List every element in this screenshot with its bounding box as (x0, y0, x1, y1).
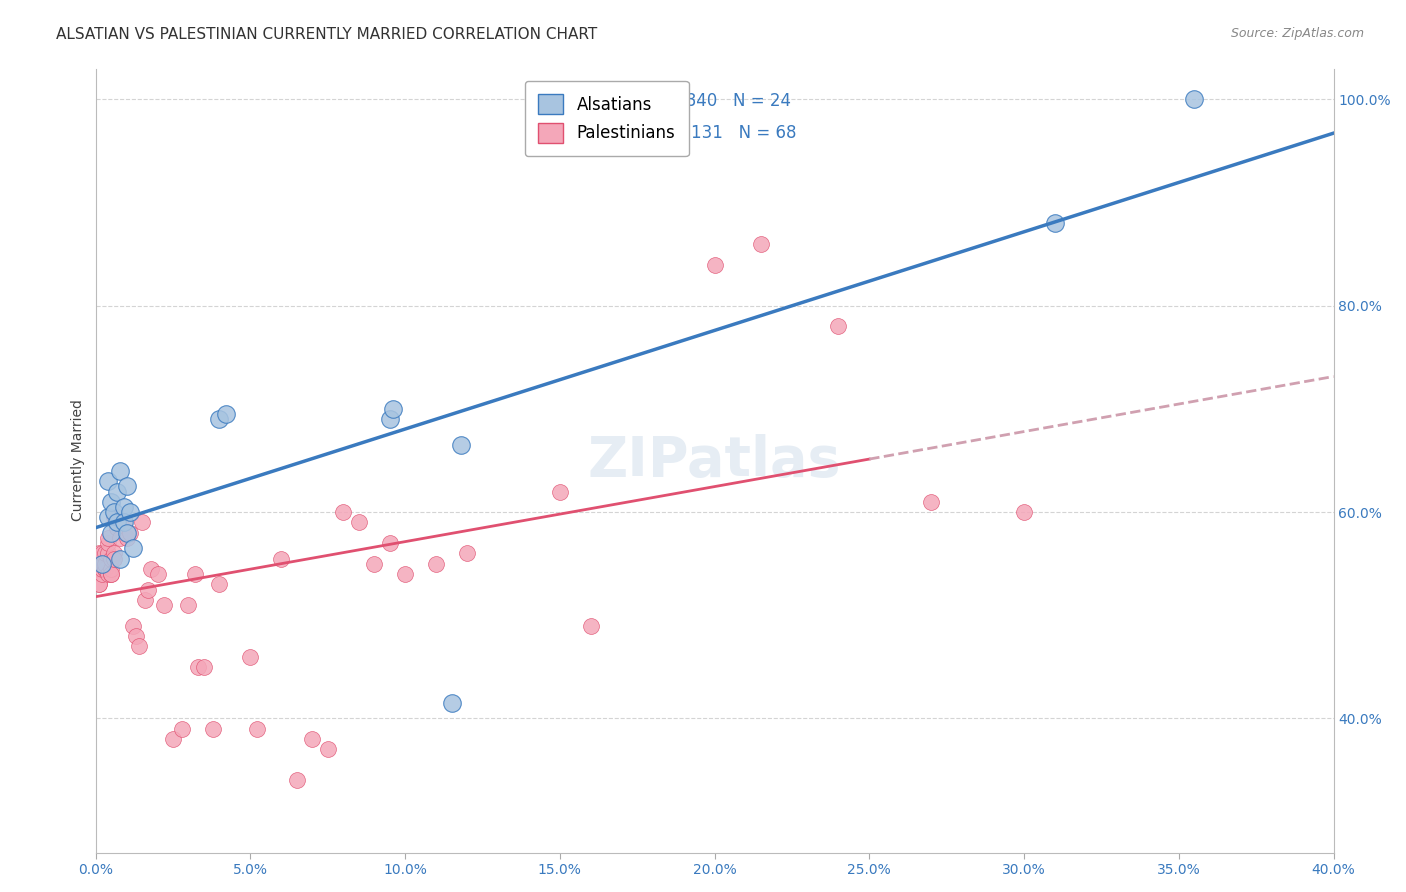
Point (456, 546, 478, 560)
Point (97, 474, 120, 488)
Point (118, 505, 141, 519)
Point (425, 557, 447, 571)
Point (90, 557, 112, 571)
Point (146, 567, 169, 582)
Point (110, 551, 132, 566)
Text: ALSATIAN VS PALESTINIAN CURRENTLY MARRIED CORRELATION CHART: ALSATIAN VS PALESTINIAN CURRENTLY MARRIE… (56, 27, 598, 42)
Point (87, 551, 110, 566)
Point (440, 696, 463, 710)
Point (94, 562, 117, 576)
Point (115, 479, 138, 493)
Point (105, 520, 128, 534)
Point (1043, 216, 1066, 230)
Text: ZIPatlas: ZIPatlas (588, 434, 841, 488)
Point (193, 660, 215, 674)
Point (103, 551, 125, 566)
Point (121, 618, 143, 632)
Point (363, 557, 385, 571)
Point (378, 412, 401, 426)
Point (579, 618, 602, 632)
Point (87, 546, 110, 560)
Point (97, 567, 120, 582)
Point (103, 505, 125, 519)
Point (97, 531, 120, 545)
Point (920, 495, 942, 509)
Point (94, 546, 117, 560)
Point (208, 577, 231, 591)
Text: R =  0.131   N = 68: R = 0.131 N = 68 (634, 124, 797, 142)
Point (100, 567, 122, 582)
Point (177, 598, 200, 612)
Point (97, 536, 120, 550)
Point (381, 401, 404, 416)
Point (136, 582, 159, 597)
Point (87, 577, 110, 591)
Point (110, 531, 132, 545)
Point (141, 562, 163, 576)
Point (548, 484, 571, 499)
Point (450, 438, 472, 452)
Point (347, 516, 370, 530)
Text: Source: ZipAtlas.com: Source: ZipAtlas.com (1230, 27, 1364, 40)
Point (270, 551, 292, 566)
Point (332, 505, 354, 519)
Point (112, 516, 135, 530)
Point (187, 660, 209, 674)
Point (202, 722, 225, 736)
Point (90, 567, 112, 582)
Point (105, 516, 128, 530)
Point (97, 510, 120, 524)
Point (100, 551, 122, 566)
Point (1012, 505, 1035, 519)
Legend: Alsatians, Palestinians: Alsatians, Palestinians (524, 81, 689, 156)
Point (128, 639, 150, 653)
Point (703, 258, 725, 272)
Point (87, 577, 110, 591)
Point (105, 510, 128, 524)
Point (172, 722, 194, 736)
Point (103, 510, 125, 524)
Point (245, 722, 267, 736)
Point (110, 464, 132, 478)
Point (378, 536, 401, 550)
Point (105, 484, 128, 499)
Point (301, 732, 323, 747)
Point (112, 500, 135, 514)
Point (125, 629, 148, 643)
Point (112, 516, 135, 530)
Point (97, 546, 120, 560)
Point (115, 525, 138, 540)
Point (827, 319, 849, 334)
Point (152, 598, 174, 612)
Point (214, 407, 236, 421)
Point (131, 516, 153, 530)
Point (749, 236, 772, 251)
Point (239, 649, 262, 664)
Point (100, 525, 122, 540)
Point (1182, 93, 1205, 107)
Point (90, 557, 112, 571)
Point (134, 592, 156, 607)
Point (103, 546, 125, 560)
Point (94, 557, 117, 571)
Point (110, 516, 132, 530)
Point (100, 495, 122, 509)
Point (121, 541, 143, 556)
Point (118, 525, 141, 540)
Point (285, 773, 308, 788)
Point (162, 732, 184, 747)
Point (100, 562, 122, 576)
Point (90, 546, 112, 560)
Point (100, 567, 122, 582)
Y-axis label: Currently Married: Currently Married (72, 400, 86, 522)
Point (90, 562, 112, 576)
Point (183, 567, 205, 582)
Point (87, 562, 110, 576)
Point (394, 567, 416, 582)
Point (208, 412, 231, 426)
Text: R = 0.840   N = 24: R = 0.840 N = 24 (634, 93, 792, 111)
Point (316, 742, 339, 756)
Point (94, 562, 117, 576)
Point (115, 531, 138, 545)
